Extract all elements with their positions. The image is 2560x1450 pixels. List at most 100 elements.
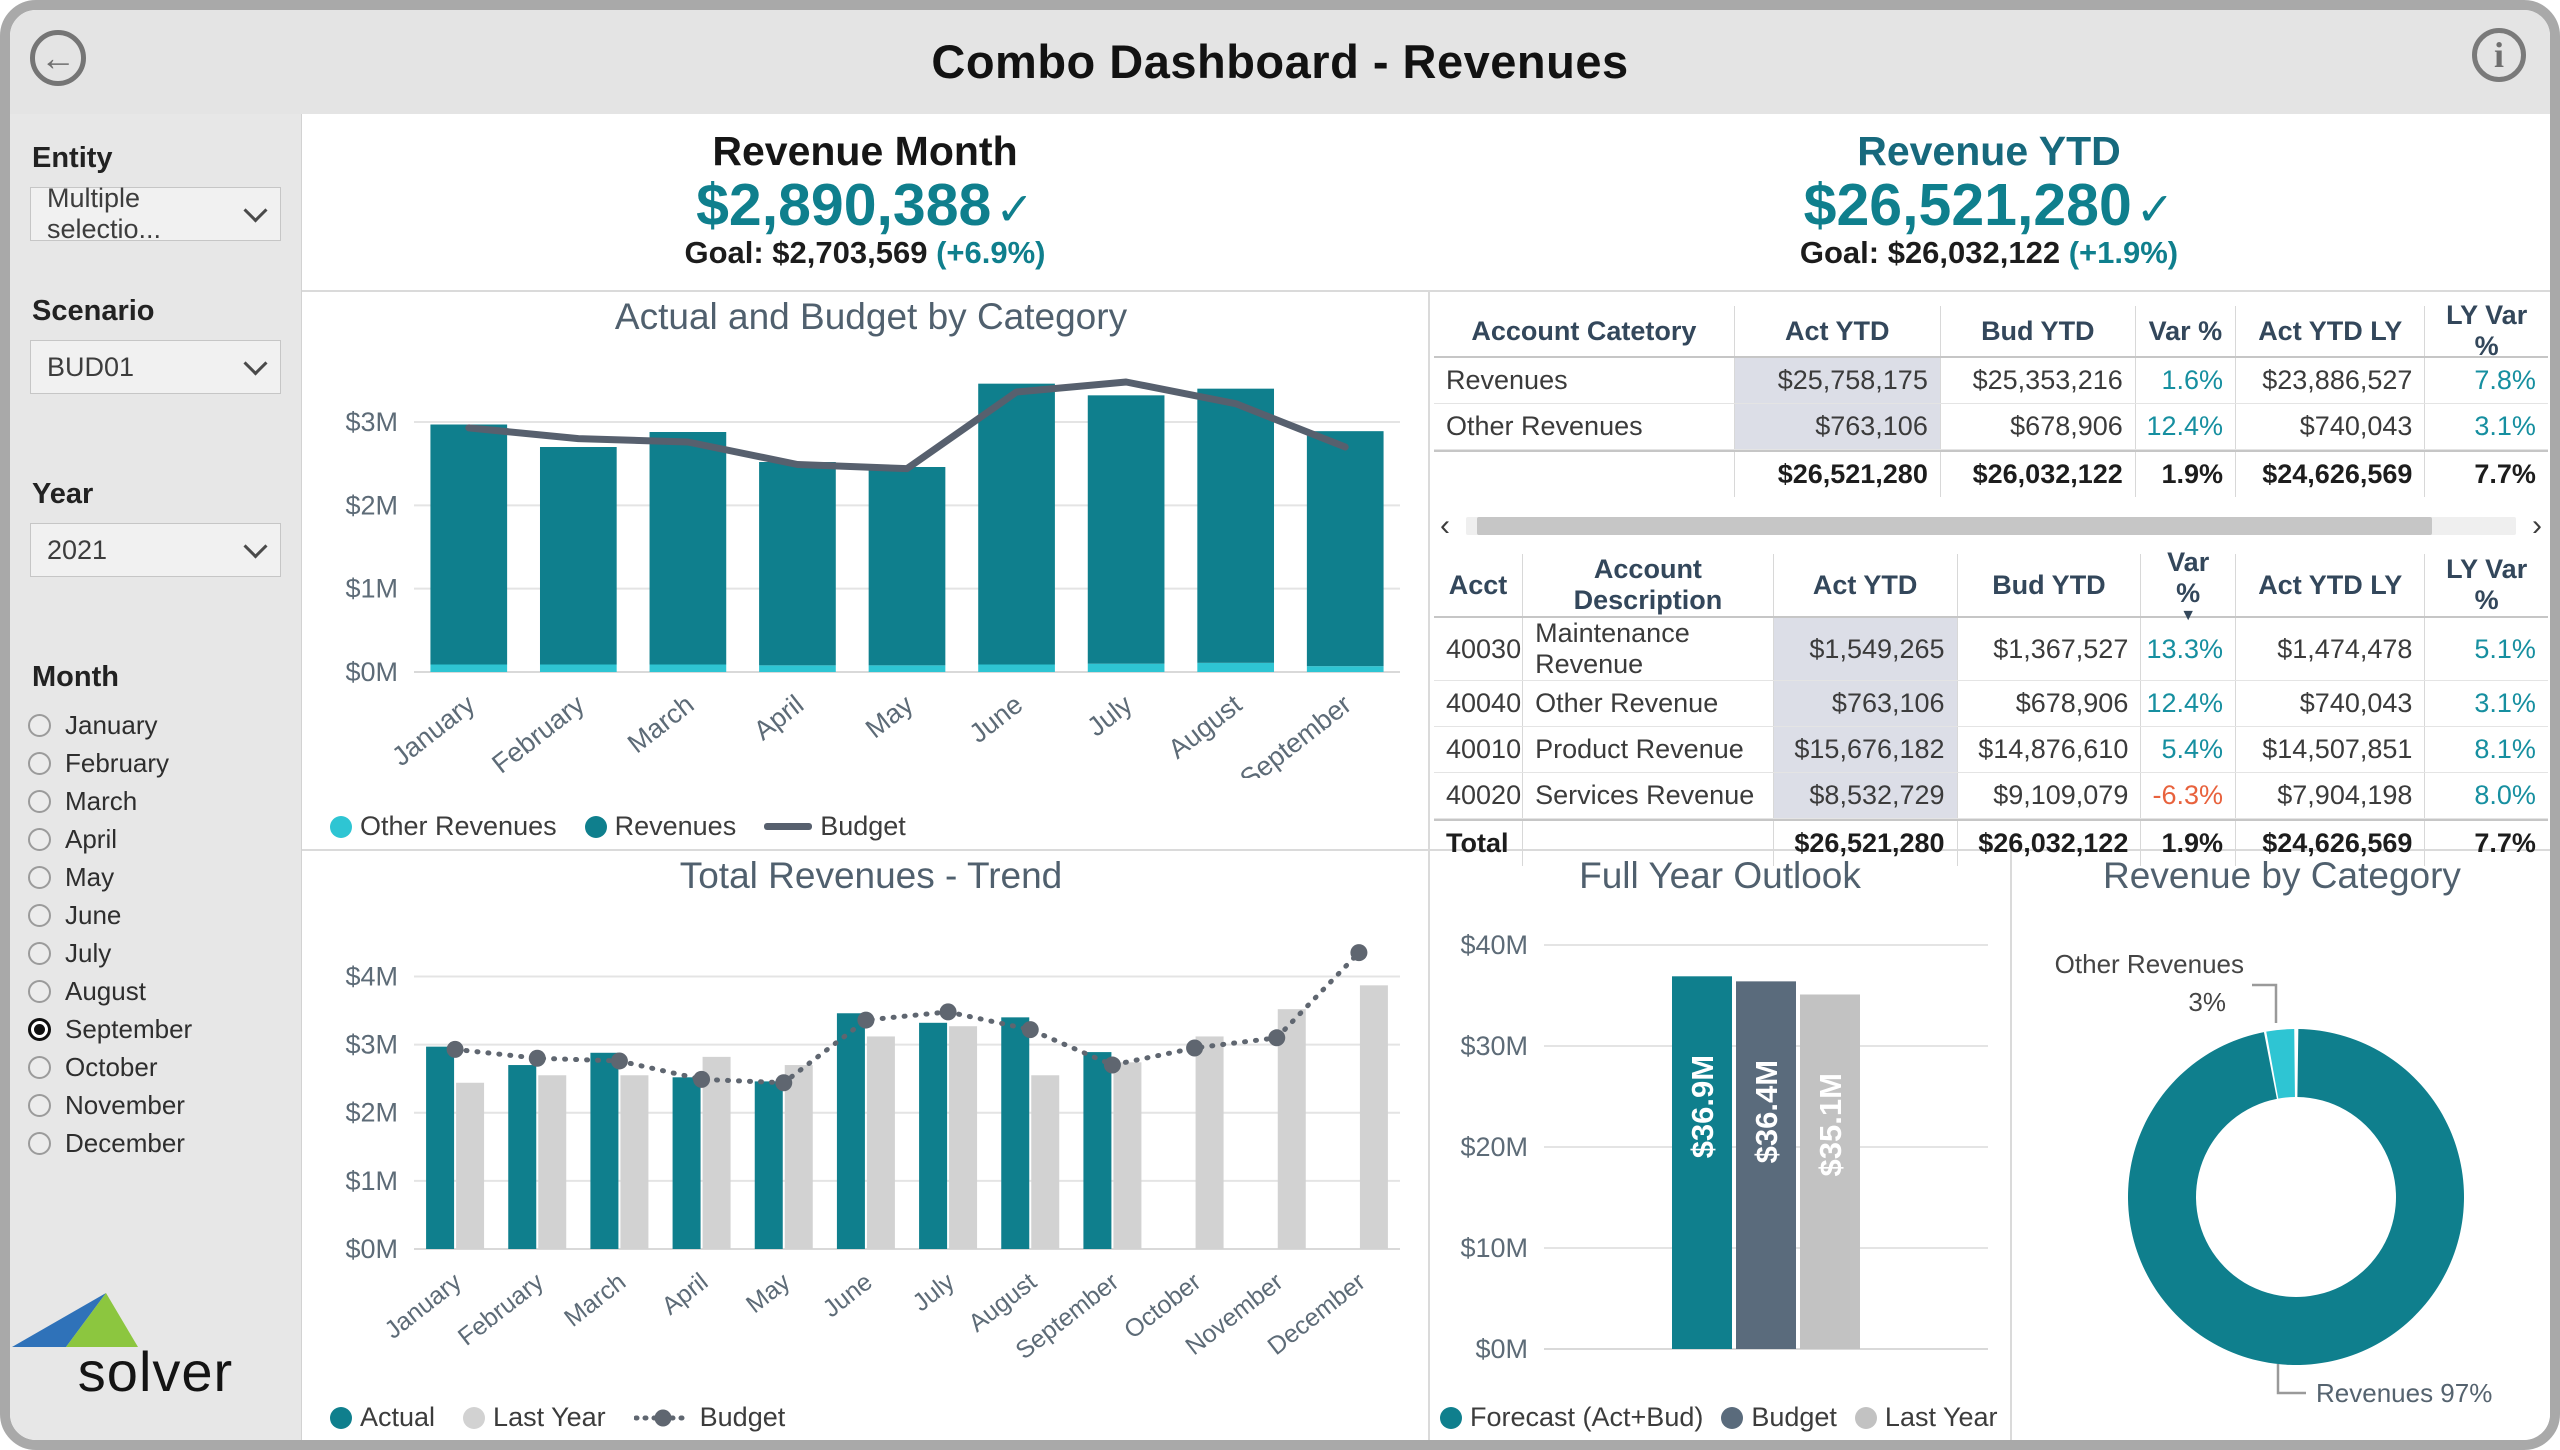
bar-april-last-year[interactable] <box>702 1056 731 1249</box>
bar-march-last-year[interactable] <box>620 1075 649 1249</box>
bar-january-other-revenues[interactable] <box>430 664 508 673</box>
bar-january-revenues[interactable] <box>430 424 508 665</box>
bar-may-revenues[interactable] <box>868 467 946 666</box>
table-row-revenues[interactable]: Revenues $25,758,175 $25,353,216 1.6% $23,88… <box>1434 358 2548 404</box>
legend-item-other-revenues[interactable]: Other Revenues <box>330 811 557 842</box>
budget-point-march[interactable] <box>610 1052 628 1070</box>
month-option-january[interactable]: January <box>24 706 301 744</box>
donut-slice-revenues[interactable] <box>2128 1029 2464 1365</box>
budget-point-may[interactable] <box>775 1074 793 1092</box>
scrollbar-thumb[interactable] <box>1476 517 2432 535</box>
bar-february-last-year[interactable] <box>538 1075 567 1249</box>
bar-march-other-revenues[interactable] <box>649 664 727 673</box>
budget-point-november[interactable] <box>1268 1029 1286 1047</box>
bar-july-revenues[interactable] <box>1087 395 1165 664</box>
column-header-act-ytd-ly[interactable]: Act YTD LY <box>2236 306 2426 356</box>
legend-item-revenues[interactable]: Revenues <box>584 811 736 842</box>
bar-june-last-year[interactable] <box>866 1036 895 1249</box>
bar-may-other-revenues[interactable] <box>868 665 946 672</box>
budget-point-october[interactable] <box>1186 1039 1204 1057</box>
column-header-ly-var[interactable]: LY Var % <box>2446 300 2528 361</box>
budget-point-february[interactable] <box>528 1049 546 1067</box>
bar-september-other-revenues[interactable] <box>1306 666 1384 672</box>
bar-august-other-revenues[interactable] <box>1197 662 1275 672</box>
bar-october-last-year[interactable] <box>1195 1036 1224 1249</box>
budget-point-august[interactable] <box>1021 1021 1039 1039</box>
table-row-40030[interactable]: 40030 Maintenance Revenue $1,549,265 $1,367… <box>1434 618 2548 681</box>
legend-item-actual[interactable]: Actual <box>330 1402 435 1433</box>
column-header-bud-ytd[interactable]: Bud YTD <box>1958 554 2142 616</box>
bar-march-actual[interactable] <box>590 1052 619 1249</box>
month-option-october[interactable]: October <box>24 1048 301 1086</box>
bar-september-actual[interactable] <box>1083 1052 1112 1249</box>
bar-february-other-revenues[interactable] <box>539 664 617 673</box>
bar-april-other-revenues[interactable] <box>759 665 836 672</box>
column-header-ly-var[interactable]: LY Var % <box>2446 554 2528 615</box>
bar-december-last-year[interactable] <box>1359 985 1388 1249</box>
bar-budget[interactable] <box>1736 981 1796 1349</box>
column-header-var[interactable]: Var % <box>2136 306 2237 356</box>
table-horizontal-scrollbar[interactable]: ‹ › <box>1434 509 2548 542</box>
bar-july-last-year[interactable] <box>949 1026 978 1249</box>
bar-february-revenues[interactable] <box>539 447 617 665</box>
back-button[interactable]: ← <box>30 30 86 86</box>
month-option-november[interactable]: November <box>24 1086 301 1124</box>
bar-january-last-year[interactable] <box>456 1082 485 1249</box>
entity-dropdown[interactable]: Multiple selectio... <box>30 183 281 244</box>
table-row-other-revenues[interactable]: Other Revenues $763,106 $678,906 12.4% $740,… <box>1434 404 2548 450</box>
budget-point-june[interactable] <box>857 1011 875 1029</box>
info-button[interactable]: i <box>2472 28 2526 82</box>
scroll-left-icon[interactable]: ‹ <box>1440 509 1450 542</box>
revenue-by-category-donut[interactable]: Other Revenues 3% Revenues 97% <box>2014 901 2550 1431</box>
budget-point-january[interactable] <box>446 1040 464 1058</box>
bar-february-actual[interactable] <box>508 1065 537 1249</box>
budget-line[interactable] <box>465 378 1349 473</box>
month-option-september[interactable]: September <box>24 1010 301 1048</box>
scrollbar-track[interactable] <box>1466 517 2516 535</box>
budget-point-july[interactable] <box>939 1003 957 1021</box>
actual-budget-chart[interactable]: $0M $1M $2M $3M January February March April May… <box>314 342 1428 778</box>
month-option-july[interactable]: July <box>24 934 301 972</box>
year-dropdown[interactable]: 2021 <box>30 523 281 577</box>
bar-march-revenues[interactable] <box>649 432 727 665</box>
bar-forecast-act-bud[interactable] <box>1672 976 1732 1349</box>
column-header-act-ytd[interactable]: Act YTD <box>1735 306 1941 356</box>
column-header-var[interactable]: Var % ▼ <box>2141 547 2237 624</box>
budget-point-december[interactable] <box>1350 944 1368 962</box>
bar-june-other-revenues[interactable] <box>978 664 1055 673</box>
bar-june-revenues[interactable] <box>978 383 1055 665</box>
month-option-august[interactable]: August <box>24 972 301 1010</box>
full-year-outlook-chart[interactable]: $0M $10M $20M $30M $40M $36.9M $36.4M $35.1M <box>1432 901 2008 1399</box>
table-row-40020[interactable]: 40020 Services Revenue $8,532,729 $9,109,07… <box>1434 773 2548 819</box>
budget-dotted-line[interactable] <box>452 950 1362 1086</box>
month-option-february[interactable]: February <box>24 744 301 782</box>
month-option-may[interactable]: May <box>24 858 301 896</box>
column-header-acct[interactable]: Acct <box>1434 554 1524 616</box>
budget-point-april[interactable] <box>693 1070 711 1088</box>
bar-april-actual[interactable] <box>672 1077 701 1249</box>
column-header-account-description[interactable]: Account Description <box>1523 554 1774 616</box>
column-header-bud-ytd[interactable]: Bud YTD <box>1941 306 2136 356</box>
bar-april-revenues[interactable] <box>759 462 836 666</box>
bar-january-actual[interactable] <box>426 1046 455 1249</box>
donut-slice-other-revenues[interactable] <box>2266 1029 2295 1099</box>
bar-august-revenues[interactable] <box>1197 388 1275 663</box>
bar-september-revenues[interactable] <box>1306 431 1384 667</box>
bar-may-last-year[interactable] <box>784 1065 813 1249</box>
legend-item-budget[interactable]: Budget <box>1721 1402 1837 1433</box>
table-row-40010[interactable]: 40010 Product Revenue $15,676,182 $14,876,6… <box>1434 727 2548 773</box>
scroll-right-icon[interactable]: › <box>2532 509 2542 542</box>
legend-item-forecast-act-bud[interactable]: Forecast (Act+Bud) <box>1440 1402 1703 1433</box>
column-header-act-ytd[interactable]: Act YTD <box>1774 554 1958 616</box>
column-header-account-catetory[interactable]: Account Catetory <box>1434 306 1735 356</box>
bar-july-other-revenues[interactable] <box>1087 663 1165 672</box>
legend-item-last-year[interactable]: Last Year <box>463 1402 606 1433</box>
month-option-march[interactable]: March <box>24 782 301 820</box>
legend-item-last-year[interactable]: Last Year <box>1854 1402 1998 1433</box>
budget-point-september[interactable] <box>1103 1056 1121 1074</box>
bar-november-last-year[interactable] <box>1277 1009 1306 1249</box>
month-option-june[interactable]: June <box>24 896 301 934</box>
month-option-december[interactable]: December <box>24 1124 301 1162</box>
month-option-april[interactable]: April <box>24 820 301 858</box>
bar-august-last-year[interactable] <box>1031 1075 1060 1249</box>
